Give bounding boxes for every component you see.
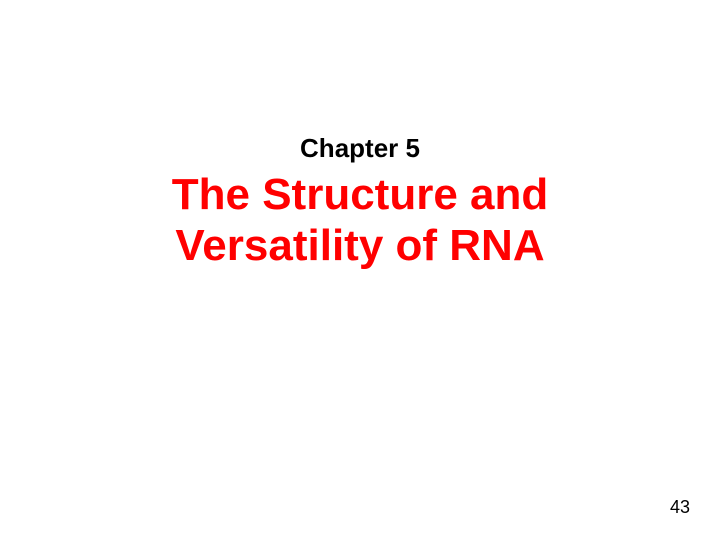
slide-title: The Structure and Versatility of RNA [0, 170, 720, 271]
title-line-1: The Structure and [172, 170, 549, 219]
chapter-label: Chapter 5 [0, 133, 720, 164]
title-line-2: Versatility of RNA [175, 221, 544, 270]
page-number: 43 [670, 497, 690, 518]
slide: Chapter 5 The Structure and Versatility … [0, 0, 720, 540]
